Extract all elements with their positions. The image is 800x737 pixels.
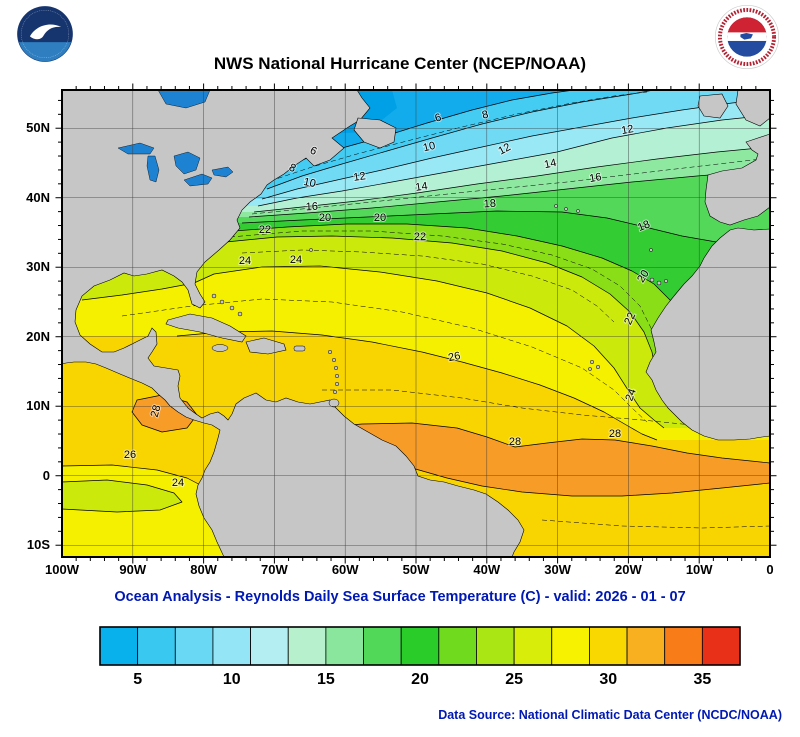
- lon-label: 30W: [544, 562, 571, 577]
- svg-text:35: 35: [693, 671, 711, 687]
- svg-text:10: 10: [422, 140, 437, 155]
- noaa-ring-text: [20, 9, 70, 59]
- lat-label: 0: [42, 467, 50, 483]
- map-frame: [61, 89, 771, 558]
- bahamas: [211, 293, 243, 317]
- americas-landmass: [61, 89, 525, 558]
- lat-label: 10S: [26, 537, 50, 553]
- svg-text:8: 8: [481, 109, 490, 122]
- svg-text:24: 24: [172, 477, 184, 489]
- lat-label: 10N: [26, 398, 50, 414]
- svg-text:30: 30: [599, 671, 617, 687]
- jamaica: [211, 344, 229, 352]
- svg-text:5: 5: [133, 671, 142, 687]
- colorbar: 5 10 15 20 25 30 35: [98, 625, 742, 692]
- lat-label: 20N: [26, 328, 50, 344]
- noaa-bird-icon: [29, 24, 62, 40]
- svg-text:22: 22: [414, 231, 426, 243]
- colorbar-scale: 5 10 15 20 25 30 35: [99, 626, 741, 688]
- nws-emblem: [727, 17, 767, 57]
- svg-text:25: 25: [505, 671, 523, 687]
- lat-label: 50N: [26, 120, 50, 136]
- svg-text:24: 24: [623, 387, 638, 403]
- svg-text:26: 26: [447, 350, 461, 364]
- noaa-logo: [17, 6, 73, 62]
- svg-text:18: 18: [636, 218, 652, 234]
- map-subtitle: Ocean Analysis - Reynolds Daily Sea Surf…: [114, 589, 686, 605]
- svg-text:28: 28: [509, 436, 521, 448]
- lon-label: 80W: [190, 562, 217, 577]
- svg-text:14: 14: [543, 157, 557, 171]
- svg-text:12: 12: [353, 170, 367, 184]
- lon-label: 40W: [473, 562, 501, 577]
- noaa-sea-shape: [18, 42, 72, 62]
- data-source-note: Data Source: National Climatic Data Cent…: [438, 708, 782, 722]
- svg-text:10: 10: [223, 671, 241, 687]
- svg-text:18: 18: [483, 198, 496, 211]
- lon-label: 70W: [261, 562, 288, 577]
- lon-label: 20W: [615, 562, 642, 577]
- lat-label: 40N: [26, 189, 50, 205]
- svg-text:26: 26: [124, 449, 136, 461]
- svg-text:16: 16: [305, 201, 318, 214]
- land-masses: [61, 89, 771, 558]
- sst-map: 6 8 10 12 10 6 8 12 14 12 16 14 16 18 18 20 20 20 22 22 22 24…: [54, 82, 778, 565]
- svg-text:28: 28: [149, 404, 164, 419]
- hispaniola: [245, 337, 287, 355]
- svg-text:15: 15: [317, 671, 335, 687]
- svg-text:20: 20: [411, 671, 429, 687]
- ireland: [697, 93, 729, 119]
- svg-text:6: 6: [433, 111, 442, 124]
- lon-label: 90W: [119, 562, 147, 577]
- svg-text:12: 12: [620, 123, 634, 137]
- cuba: [165, 313, 247, 343]
- lesser-antilles: [327, 349, 340, 408]
- lon-label: 0: [766, 562, 774, 577]
- graticule: [62, 90, 770, 557]
- lon-label: 10W: [685, 562, 713, 577]
- nws-ring-text: [717, 7, 777, 67]
- lat-label: 30N: [26, 259, 50, 275]
- svg-text:28: 28: [609, 428, 621, 440]
- svg-text:10: 10: [302, 176, 316, 190]
- puerto-rico: [293, 345, 306, 352]
- nws-logo: [714, 4, 780, 70]
- svg-text:24: 24: [290, 254, 302, 266]
- svg-text:20: 20: [319, 212, 331, 224]
- page-title: NWS National Hurricane Center (NCEP/NOAA…: [213, 54, 587, 73]
- svg-text:16: 16: [588, 171, 602, 185]
- lon-label: 60W: [331, 562, 359, 577]
- newfoundland: [353, 117, 397, 149]
- svg-text:24: 24: [239, 255, 251, 267]
- svg-text:20: 20: [374, 212, 386, 224]
- svg-text:14: 14: [415, 180, 429, 194]
- africa: [645, 227, 771, 441]
- bermuda: [309, 248, 313, 252]
- atlantic-islands: [554, 204, 668, 371]
- lon-label: 50W: [402, 562, 430, 577]
- france-iberia: [704, 133, 771, 226]
- great-lakes: [117, 142, 234, 187]
- lon-label: 100W: [45, 562, 79, 577]
- svg-text:22: 22: [259, 224, 271, 236]
